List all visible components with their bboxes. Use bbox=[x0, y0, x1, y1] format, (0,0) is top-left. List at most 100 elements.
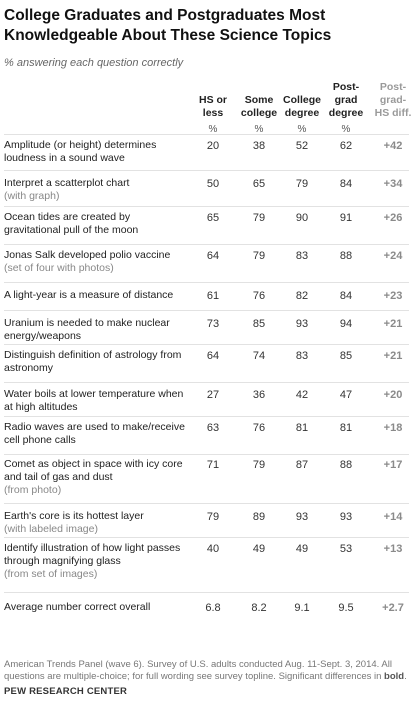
row-separator bbox=[4, 344, 409, 345]
percent-label: % bbox=[297, 124, 307, 135]
row-separator bbox=[4, 537, 409, 538]
data-value: 20 bbox=[206, 140, 220, 152]
diff-value: +13 bbox=[383, 543, 403, 555]
data-value: 82 bbox=[295, 290, 309, 302]
row-label-text: Comet as object in space with icy core a… bbox=[4, 458, 183, 483]
row-label-text: Ocean tides are created by gravitational… bbox=[4, 211, 139, 236]
data-value: 73 bbox=[206, 318, 220, 330]
row-label-text: Jonas Salk developed polio vaccine bbox=[4, 249, 171, 261]
data-value: 93 bbox=[295, 318, 309, 330]
diff-value: +23 bbox=[383, 290, 403, 302]
diff-value: +21 bbox=[383, 318, 403, 330]
data-value: 76 bbox=[252, 290, 266, 302]
data-value: 79 bbox=[295, 178, 309, 190]
chart-subtitle: % answering each question correctly bbox=[4, 57, 184, 69]
row-separator bbox=[4, 134, 409, 135]
data-value: 65 bbox=[206, 212, 220, 224]
data-value: 6.8 bbox=[205, 602, 221, 614]
data-value: 79 bbox=[252, 459, 266, 471]
data-value: 84 bbox=[339, 290, 353, 302]
data-value: 79 bbox=[252, 212, 266, 224]
row-label: Radio waves are used to make/receive cel… bbox=[4, 421, 189, 447]
row-separator bbox=[4, 592, 409, 593]
diff-value: +20 bbox=[383, 389, 403, 401]
row-label: Identify illustration of how light passe… bbox=[4, 542, 189, 581]
data-value: 63 bbox=[206, 422, 220, 434]
row-separator bbox=[4, 310, 409, 311]
row-label-text: Earth's core is its hottest layer bbox=[4, 510, 144, 522]
diff-value: +17 bbox=[383, 459, 403, 471]
percent-label: % bbox=[254, 124, 264, 135]
chart-title: College Graduates and Postgraduates Most… bbox=[4, 7, 332, 44]
data-value: 8.2 bbox=[251, 602, 267, 614]
row-label-note: (set of four with photos) bbox=[4, 262, 114, 274]
row-label: Jonas Salk developed polio vaccine (set o… bbox=[4, 249, 189, 275]
diff-value: +34 bbox=[383, 178, 403, 190]
row-label-text: Distinguish definition of astrology from… bbox=[4, 349, 182, 374]
row-label: Comet as object in space with icy core a… bbox=[4, 458, 189, 497]
row-label-note: (from photo) bbox=[4, 484, 62, 496]
footnote-end: . bbox=[404, 671, 407, 682]
data-value: 38 bbox=[252, 140, 266, 152]
data-value: 90 bbox=[295, 212, 309, 224]
column-header: Post-grad- HS diff. bbox=[374, 81, 412, 119]
data-value: 89 bbox=[252, 511, 266, 523]
row-label-note: (from set of images) bbox=[4, 568, 98, 580]
row-label-text: Average number correct overall bbox=[4, 601, 151, 613]
footnote: American Trends Panel (wave 6). Survey o… bbox=[4, 659, 412, 683]
data-value: 94 bbox=[339, 318, 353, 330]
data-value: 40 bbox=[206, 543, 220, 555]
data-value: 64 bbox=[206, 350, 220, 362]
row-separator bbox=[4, 382, 409, 383]
data-value: 79 bbox=[206, 511, 220, 523]
data-value: 88 bbox=[339, 250, 353, 262]
data-value: 88 bbox=[339, 459, 353, 471]
row-separator bbox=[4, 206, 409, 207]
data-value: 76 bbox=[252, 422, 266, 434]
row-label: Amplitude (or height) determines loudnes… bbox=[4, 139, 189, 165]
data-value: 52 bbox=[295, 140, 309, 152]
row-label: Water boils at lower temperature when at… bbox=[4, 388, 189, 414]
data-value: 81 bbox=[339, 422, 353, 434]
percent-label: % bbox=[341, 124, 351, 135]
data-value: 91 bbox=[339, 212, 353, 224]
row-label-text: Water boils at lower temperature when at… bbox=[4, 388, 184, 413]
data-value: 53 bbox=[339, 543, 353, 555]
row-separator bbox=[4, 170, 409, 171]
row-label: Distinguish definition of astrology from… bbox=[4, 349, 189, 375]
diff-value: +2.7 bbox=[382, 602, 404, 614]
data-value: 42 bbox=[295, 389, 309, 401]
data-value: 84 bbox=[339, 178, 353, 190]
data-value: 36 bbox=[252, 389, 266, 401]
data-value: 62 bbox=[339, 140, 353, 152]
row-label-note: (with graph) bbox=[4, 190, 60, 202]
row-label: Average number correct overall bbox=[4, 601, 189, 614]
diff-value: +18 bbox=[383, 422, 403, 434]
column-header: HS or less bbox=[198, 94, 227, 119]
data-value: 64 bbox=[206, 250, 220, 262]
data-value: 85 bbox=[339, 350, 353, 362]
diff-value: +14 bbox=[383, 511, 403, 523]
source-label: PEW RESEARCH CENTER bbox=[4, 686, 128, 697]
data-value: 50 bbox=[206, 178, 220, 190]
row-label: A light-year is a measure of distance bbox=[4, 289, 189, 302]
row-label-text: Radio waves are used to make/receive cel… bbox=[4, 421, 185, 446]
data-value: 85 bbox=[252, 318, 266, 330]
data-value: 9.5 bbox=[338, 602, 354, 614]
column-header: College degree bbox=[283, 94, 321, 119]
row-label: Interpret a scatterplot chart (with graph… bbox=[4, 177, 189, 203]
data-value: 83 bbox=[295, 350, 309, 362]
column-header: Post-grad degree bbox=[328, 81, 364, 119]
row-label: Uranium is needed to make nuclear energy… bbox=[4, 317, 189, 343]
data-value: 74 bbox=[252, 350, 266, 362]
data-value: 81 bbox=[295, 422, 309, 434]
row-label-text: Amplitude (or height) determines loudnes… bbox=[4, 139, 157, 164]
data-value: 27 bbox=[206, 389, 220, 401]
data-value: 87 bbox=[295, 459, 309, 471]
diff-value: +42 bbox=[383, 140, 403, 152]
data-value: 65 bbox=[252, 178, 266, 190]
row-label-text: Identify illustration of how light passe… bbox=[4, 542, 181, 567]
row-separator bbox=[4, 503, 409, 504]
data-value: 93 bbox=[295, 511, 309, 523]
footnote-text: American Trends Panel (wave 6). Survey o… bbox=[4, 659, 392, 682]
